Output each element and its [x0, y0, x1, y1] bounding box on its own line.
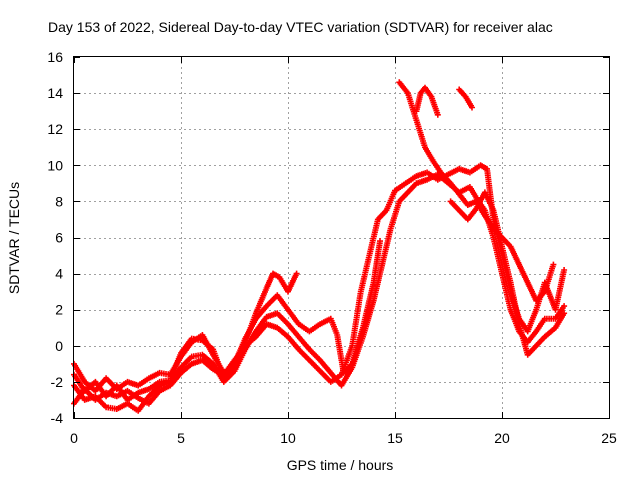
x-tick-label: 10	[280, 430, 296, 446]
y-tick-label: 0	[55, 338, 63, 354]
x-tick-label: 20	[494, 430, 510, 446]
series-trace-5	[396, 79, 557, 304]
y-tick-label: 10	[47, 157, 63, 173]
series-trace-7	[456, 86, 475, 111]
y-tick-label: 4	[55, 266, 63, 282]
x-tick-label: 0	[70, 430, 78, 446]
series-trace-8	[447, 189, 568, 358]
y-tick-label: 12	[47, 121, 63, 137]
y-tick-label: 16	[47, 49, 63, 65]
series-trace-1	[71, 270, 300, 394]
x-tick-label: 15	[387, 430, 403, 446]
data-point-markers	[71, 270, 300, 394]
y-tick-label: 14	[47, 85, 63, 101]
chart-title: Day 153 of 2022, Sidereal Day-to-day VTE…	[48, 19, 553, 35]
y-axis-label: SDTVAR / TECUs	[6, 182, 22, 294]
data-point-markers	[396, 79, 557, 304]
data-point-markers	[71, 162, 568, 407]
x-axis-label: GPS time / hours	[287, 457, 394, 473]
y-tick-label: -4	[51, 410, 64, 426]
series-trace-4	[71, 162, 568, 407]
x-tick-label: 5	[177, 430, 185, 446]
axis-ticks: 0 5 10 15 20 25 -4 -2 0 2 4 6 8 10 12 14 16	[47, 49, 617, 446]
y-tick-label: 2	[55, 302, 63, 318]
series-trace-6	[413, 84, 441, 118]
x-tick-label: 25	[601, 430, 617, 446]
y-tick-label: 8	[55, 193, 63, 209]
y-tick-label: -2	[51, 374, 64, 390]
plot-frame	[73, 56, 610, 419]
data-point-markers	[456, 86, 475, 111]
data-point-markers	[447, 189, 568, 358]
grid	[74, 57, 609, 418]
y-tick-label: 6	[55, 230, 63, 246]
data-point-markers	[413, 84, 441, 118]
